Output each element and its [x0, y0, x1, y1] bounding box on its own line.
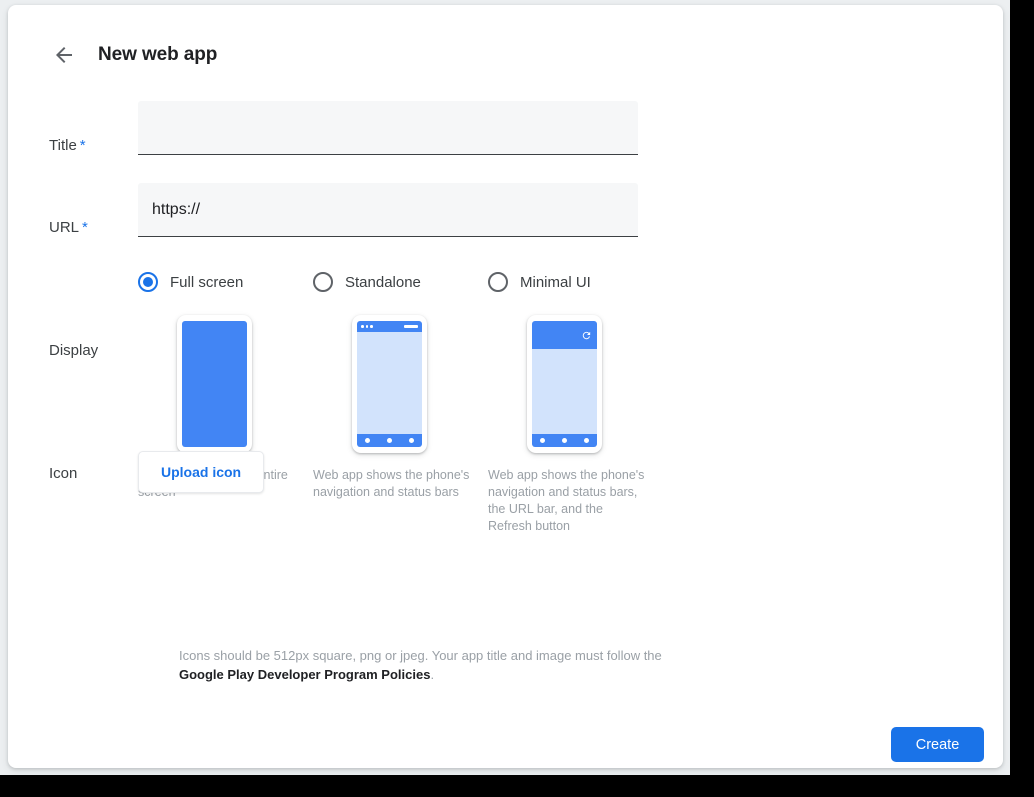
form-row-display: Display Full screen Web app w — [8, 268, 1003, 533]
display-radio-group: Full screen Web app will use the entire … — [138, 268, 1003, 535]
minimal-ui-description: Web app shows the phone's navigation and… — [488, 468, 645, 533]
icon-help-text-lead: Icons should be 512px square, png or jpe… — [179, 648, 662, 663]
url-label-text: URL — [49, 219, 80, 236]
standalone-label: Standalone — [345, 273, 421, 291]
display-option-minimal-ui[interactable]: Minimal UI — [488, 268, 663, 535]
navigation-bar — [532, 434, 597, 447]
title-label-text: Title — [49, 137, 77, 154]
standalone-phone-preview-icon — [352, 315, 427, 453]
form-row-title: Title * — [8, 101, 1003, 183]
display-option-standalone[interactable]: Standalone — [313, 268, 488, 535]
radio-full-screen[interactable] — [138, 272, 158, 292]
navigation-bar — [357, 434, 422, 447]
url-field-wrap — [138, 183, 1003, 237]
full-screen-label: Full screen — [170, 273, 244, 291]
bottom-letterbox — [0, 775, 1034, 797]
page-backdrop: New web app Title* URL* Display — [0, 0, 1010, 775]
minimal-ui-label: Minimal UI — [520, 273, 591, 291]
radio-minimal-ui[interactable] — [488, 272, 508, 292]
title-field-wrap — [138, 101, 1003, 155]
google-play-policies-link[interactable]: Google Play Developer Program Policies — [179, 667, 431, 682]
form-row-icon: Icon Upload icon — [8, 451, 1003, 511]
icon-label: Icon — [49, 465, 78, 482]
url-bar — [532, 321, 597, 349]
title-input[interactable] — [138, 101, 638, 155]
display-options-wrap: Full screen Web app will use the entire … — [138, 268, 1003, 535]
standalone-screen-body — [357, 332, 422, 434]
title-required-marker: * — [79, 137, 86, 154]
status-dots-icon — [361, 325, 373, 328]
status-pill-icon — [404, 324, 418, 329]
create-button[interactable]: Create — [891, 727, 984, 762]
radio-standalone[interactable] — [313, 272, 333, 292]
title-label: Title * — [8, 101, 138, 154]
page-header: New web app — [8, 33, 217, 77]
upload-icon-button[interactable]: Upload icon — [138, 451, 265, 493]
right-letterbox — [1010, 0, 1034, 797]
fullscreen-phone-preview-icon — [177, 315, 252, 453]
minimal-ui-screen — [532, 321, 597, 447]
fullscreen-screen — [182, 321, 247, 447]
form-row-url: URL * — [8, 183, 1003, 268]
standalone-option-head[interactable]: Standalone — [313, 268, 488, 296]
new-web-app-card: New web app Title* URL* Display — [8, 5, 1003, 768]
refresh-icon — [582, 331, 591, 339]
full-screen-option-head[interactable]: Full screen — [138, 268, 313, 296]
web-app-form: Title* URL* Display — [8, 101, 1003, 533]
minimal-ui-phone-preview-icon — [527, 315, 602, 453]
display-label: Display — [49, 342, 99, 359]
page-title: New web app — [98, 44, 218, 65]
url-required-marker: * — [82, 219, 88, 236]
back-arrow-icon[interactable] — [52, 43, 76, 67]
standalone-screen — [357, 321, 422, 447]
icon-field-wrap: Upload icon — [138, 451, 1003, 493]
url-label: URL * — [8, 183, 138, 236]
icon-help-text-end: . — [430, 667, 435, 682]
standalone-description: Web app shows the phone's navigation and… — [313, 468, 470, 499]
minimal-ui-option-head[interactable]: Minimal UI — [488, 268, 663, 296]
minimal-ui-screen-body — [532, 349, 597, 434]
status-bar — [357, 321, 422, 332]
url-input[interactable] — [138, 183, 638, 237]
icon-help-text: Icons should be 512px square, png or jpe… — [179, 646, 709, 684]
